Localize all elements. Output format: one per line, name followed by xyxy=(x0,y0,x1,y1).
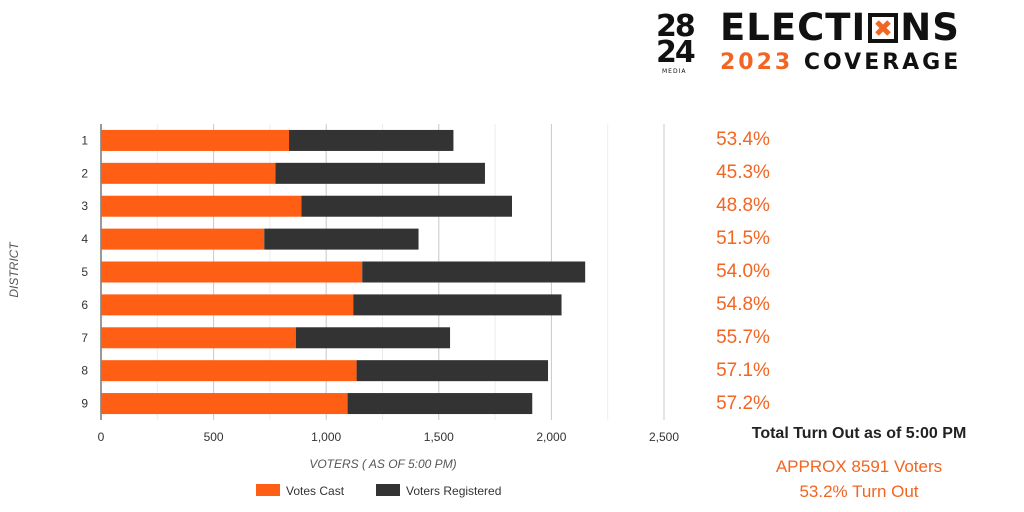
logo-title: ELECTI NS xyxy=(720,8,960,48)
legend-label-voters-registered: Voters Registered xyxy=(406,484,501,498)
turnout-pct-district-8: 57.1% xyxy=(716,359,770,381)
turnout-pct-district-9: 57.2% xyxy=(716,392,770,414)
turnout-pct-district-1: 53.4% xyxy=(716,129,770,151)
x-tick-label: 0 xyxy=(98,430,105,444)
y-tick-label: 5 xyxy=(81,265,88,279)
bar-district-5-voters-registered xyxy=(362,261,586,283)
logo-digits-bottom: 24 xyxy=(656,35,696,70)
y-axis-title: DISTRICT xyxy=(7,241,21,298)
logo-year: 2023 xyxy=(720,50,794,75)
legend-swatch-votes-cast xyxy=(256,484,280,496)
y-tick-label: 8 xyxy=(81,364,88,378)
bar-district-5-votes-cast xyxy=(101,261,363,283)
turnout-bar-chart: 1 2 3 4 5 6 7 8 9 0 500 1,000 1,500 2,000 2,500 VOTER… xyxy=(7,124,680,498)
y-tick-label: 4 xyxy=(81,232,88,246)
x-tick-label: 2,500 xyxy=(649,430,679,444)
y-tick-label: 1 xyxy=(81,133,88,147)
bar-district-1-voters-registered xyxy=(289,129,454,151)
bar-district-2-votes-cast xyxy=(101,162,276,184)
turnout-pct-district-7: 55.7% xyxy=(716,326,770,348)
bar-district-8-votes-cast xyxy=(101,360,357,382)
bar-district-3-votes-cast xyxy=(101,195,302,217)
logo-media-text: MEDIA xyxy=(662,68,687,75)
x-axis-title: VOTERS ( AS OF 5:00 PM) xyxy=(309,457,456,471)
y-tick-label: 9 xyxy=(81,397,88,411)
bar-district-7-votes-cast xyxy=(101,327,296,349)
summary-voters: APPROX 8591 Voters xyxy=(775,457,943,476)
x-axis-ticks: 0 500 1,000 1,500 2,000 2,500 xyxy=(98,430,680,444)
ballot-x-icon xyxy=(868,13,899,43)
x-tick-label: 2,000 xyxy=(536,430,566,444)
summary-turnout: 53.2% Turn Out xyxy=(799,482,919,501)
bar-district-7-voters-registered xyxy=(295,327,451,349)
y-tick-label: 6 xyxy=(81,298,88,312)
chart-bars xyxy=(101,129,586,415)
bar-district-6-votes-cast xyxy=(101,294,354,316)
bar-district-2-voters-registered xyxy=(275,162,485,184)
legend-label-votes-cast: Votes Cast xyxy=(286,484,345,498)
legend-swatch-voters-registered xyxy=(376,484,400,496)
logo-title-part2: NS xyxy=(900,6,960,49)
turnout-pct-district-3: 48.8% xyxy=(716,195,770,217)
bar-district-4-voters-registered xyxy=(264,228,419,250)
elections-logo: 28 24 MEDIA ELECTI NS 2023 COVERAGE xyxy=(656,8,1001,78)
y-tick-label: 7 xyxy=(81,331,88,345)
y-tick-label: 3 xyxy=(81,199,88,213)
x-tick-label: 1,500 xyxy=(424,430,454,444)
bar-district-6-voters-registered xyxy=(353,294,562,316)
turnout-pct-district-4: 51.5% xyxy=(716,228,770,250)
logo-subtitle: 2023 COVERAGE xyxy=(720,50,961,76)
media-logo-mark: 28 24 MEDIA xyxy=(656,9,712,76)
logo-coverage: COVERAGE xyxy=(803,50,962,75)
bar-district-3-voters-registered xyxy=(301,195,512,217)
logo-digits-top: 28 xyxy=(656,9,696,44)
y-axis-ticks: 1 2 3 4 5 6 7 8 9 xyxy=(81,133,88,410)
chart-legend: Votes Cast Voters Registered xyxy=(256,484,501,498)
bar-district-1-votes-cast xyxy=(101,129,290,151)
summary-title: Total Turn Out as of 5:00 PM xyxy=(751,425,967,442)
x-tick-label: 500 xyxy=(204,430,224,444)
bar-district-9-voters-registered xyxy=(347,393,533,415)
x-tick-label: 1,000 xyxy=(311,430,341,444)
bar-district-9-votes-cast xyxy=(101,393,348,415)
bar-district-8-voters-registered xyxy=(356,360,549,382)
y-tick-label: 2 xyxy=(81,166,88,180)
logo-title-part1: ELECTI xyxy=(720,6,867,49)
bar-district-4-votes-cast xyxy=(101,228,265,250)
turnout-pct-district-2: 45.3% xyxy=(716,162,770,184)
turnout-pct-district-5: 54.0% xyxy=(716,261,770,282)
turnout-pct-district-6: 54.8% xyxy=(716,293,770,315)
